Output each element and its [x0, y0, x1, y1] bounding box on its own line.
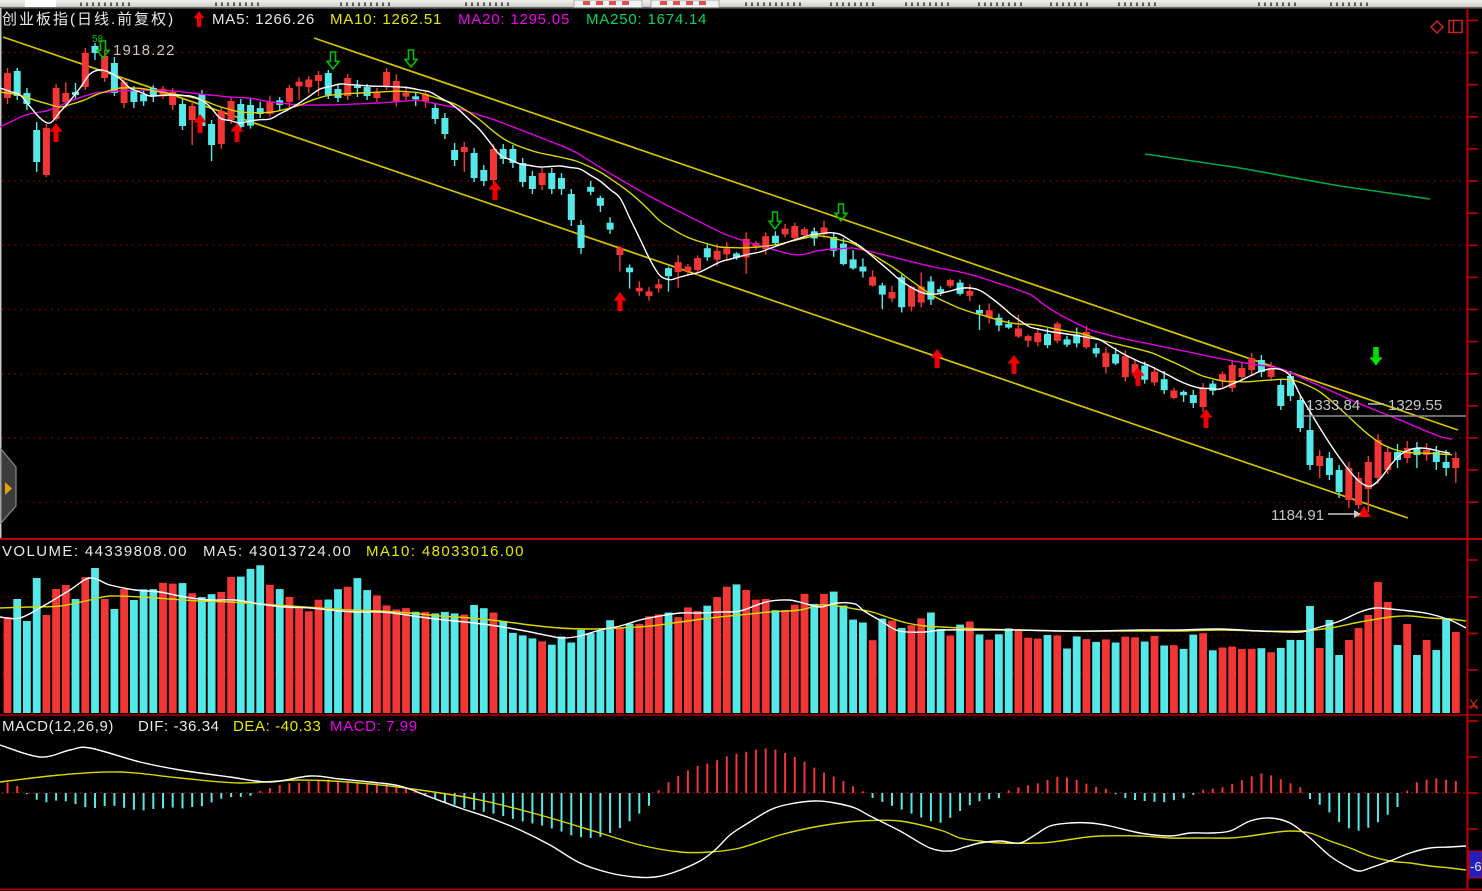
svg-text:58: 58: [92, 34, 104, 45]
svg-text:DEA: -40.33: DEA: -40.33: [233, 718, 321, 735]
svg-text:MA10: 1262.51: MA10: 1262.51: [330, 11, 442, 28]
svg-text:VOLUME: 44339808.00: VOLUME: 44339808.00: [2, 543, 188, 560]
svg-text:MA10: 48033016.00: MA10: 48033016.00: [366, 543, 525, 560]
svg-text:X: X: [1469, 696, 1479, 712]
svg-text:1329.55: 1329.55: [1388, 397, 1442, 414]
svg-text:MA5: 43013724.00: MA5: 43013724.00: [203, 543, 352, 560]
svg-text:创业板指(日线.前复权): 创业板指(日线.前复权): [2, 10, 175, 28]
svg-text:-6: -6: [1470, 859, 1482, 874]
svg-text:1333.84: 1333.84: [1306, 397, 1360, 414]
svg-text:MACD: 7.99: MACD: 7.99: [330, 718, 418, 735]
svg-text:1918.22: 1918.22: [113, 42, 176, 59]
svg-text:DIF: -36.34: DIF: -36.34: [138, 718, 220, 735]
svg-text:MA250: 1674.14: MA250: 1674.14: [586, 11, 707, 28]
svg-text:MA5: 1266.26: MA5: 1266.26: [212, 11, 315, 28]
svg-text:MACD(12,26,9): MACD(12,26,9): [2, 718, 114, 735]
svg-text:MA20: 1295.05: MA20: 1295.05: [458, 11, 570, 28]
svg-text:1184.91: 1184.91: [1271, 507, 1324, 524]
